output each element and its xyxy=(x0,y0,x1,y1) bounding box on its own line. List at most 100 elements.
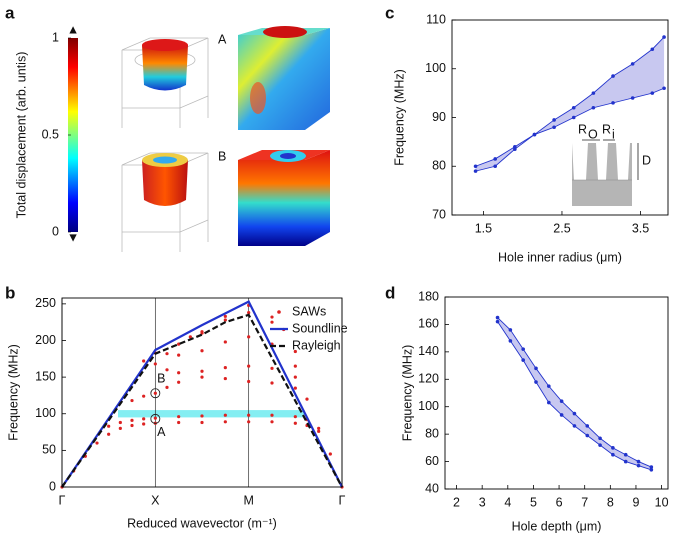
saw-point xyxy=(247,364,251,368)
saw-point xyxy=(200,349,204,353)
marker xyxy=(534,366,538,371)
marker xyxy=(630,62,635,66)
marker xyxy=(650,47,655,52)
marker xyxy=(649,465,654,469)
x-axis-label: Hole depth (μm) xyxy=(512,519,602,533)
marker xyxy=(534,380,538,384)
marker xyxy=(611,101,615,105)
y-tick-label: 90 xyxy=(432,110,446,124)
saw-point xyxy=(177,420,181,425)
saw-point xyxy=(270,366,274,370)
saw-point xyxy=(293,415,297,419)
colorbar-arrow: ▼ xyxy=(67,230,79,244)
saw-point xyxy=(293,375,297,379)
x-tick-label: 2 xyxy=(453,495,460,509)
saw-point xyxy=(142,394,146,398)
saw-point xyxy=(223,376,227,381)
marker xyxy=(571,105,576,110)
x-tick-label: 3 xyxy=(479,495,486,509)
saw-point xyxy=(223,340,227,344)
x-tick-label: 3.5 xyxy=(632,221,649,235)
annotation-label: B xyxy=(157,372,165,386)
inset-label: D xyxy=(642,153,651,167)
x-tick-label: Γ xyxy=(59,493,66,507)
y-tick-label: 50 xyxy=(42,443,56,457)
saw-point xyxy=(317,426,321,430)
saw-point xyxy=(188,335,192,339)
render-pillar-a xyxy=(142,39,188,91)
y-tick-label: 80 xyxy=(432,159,446,173)
y-tick-label: 180 xyxy=(418,289,439,303)
saw-point xyxy=(270,381,274,385)
saw-point xyxy=(293,364,297,368)
saw-point xyxy=(142,359,146,363)
saw-point xyxy=(270,420,274,424)
marker xyxy=(623,452,628,457)
y-tick-label: 200 xyxy=(35,333,56,347)
colorbar-arrow: ▲ xyxy=(67,22,79,36)
marker xyxy=(598,436,602,441)
saw-point xyxy=(142,422,146,426)
marker xyxy=(559,413,564,417)
x-tick-label: 10 xyxy=(655,495,669,509)
annotation-label: A xyxy=(157,425,166,439)
band-gap xyxy=(118,410,305,418)
saw-point xyxy=(130,418,134,422)
colorbar xyxy=(68,38,78,232)
saw-point xyxy=(153,391,157,395)
marker xyxy=(611,446,615,450)
saw-point xyxy=(153,362,157,366)
x-tick-label: 7 xyxy=(581,495,588,509)
inset-label: R xyxy=(578,122,587,136)
render-unit-cell-b xyxy=(121,152,209,252)
annotation-marker xyxy=(150,388,161,399)
marker xyxy=(552,118,556,122)
y-tick-label: 250 xyxy=(35,296,56,310)
series-line xyxy=(497,317,652,468)
panel-label: d xyxy=(385,283,395,302)
marker xyxy=(473,164,478,169)
marker xyxy=(636,459,641,464)
render-cube-b xyxy=(238,150,330,246)
marker xyxy=(636,463,641,468)
marker xyxy=(572,424,577,428)
marker xyxy=(649,468,654,472)
marker xyxy=(650,91,655,95)
marker xyxy=(571,115,576,120)
marker xyxy=(495,315,500,320)
y-tick-label: 160 xyxy=(418,317,439,331)
mode-label: B xyxy=(218,149,226,163)
colorbar-tick-label: 0.5 xyxy=(42,127,59,141)
saw-point xyxy=(118,426,122,430)
saw-point xyxy=(107,424,111,428)
marker xyxy=(493,157,498,161)
series-line xyxy=(475,36,665,167)
x-tick-label: 1.5 xyxy=(475,221,492,235)
saw-point xyxy=(305,397,309,401)
y-axis-label: Frequency (MHz) xyxy=(6,344,20,441)
marker xyxy=(611,74,615,78)
plot-frame xyxy=(444,296,669,490)
y-tick-label: 0 xyxy=(49,479,56,493)
marker xyxy=(532,132,537,137)
saw-point xyxy=(223,314,227,318)
colorbar-tick-label: 1 xyxy=(52,30,59,44)
saw-point xyxy=(200,375,204,379)
marker xyxy=(521,347,525,351)
saw-point xyxy=(223,365,227,370)
saw-point xyxy=(118,420,122,425)
marker xyxy=(547,400,551,405)
x-tick-label: 2.5 xyxy=(553,221,570,235)
x-tick-label: 5 xyxy=(530,495,537,509)
y-axis-label: Total displacement (arb. untis) xyxy=(14,52,28,219)
saw-point xyxy=(153,416,157,420)
x-tick-label: Γ xyxy=(339,493,346,507)
annotation-marker xyxy=(150,413,161,424)
saw-point xyxy=(270,413,274,417)
marker xyxy=(611,452,615,457)
saw-point xyxy=(142,417,146,421)
inset-diagram xyxy=(572,139,639,206)
y-tick-label: 150 xyxy=(35,369,56,383)
marker xyxy=(473,169,478,173)
marker xyxy=(552,125,556,130)
